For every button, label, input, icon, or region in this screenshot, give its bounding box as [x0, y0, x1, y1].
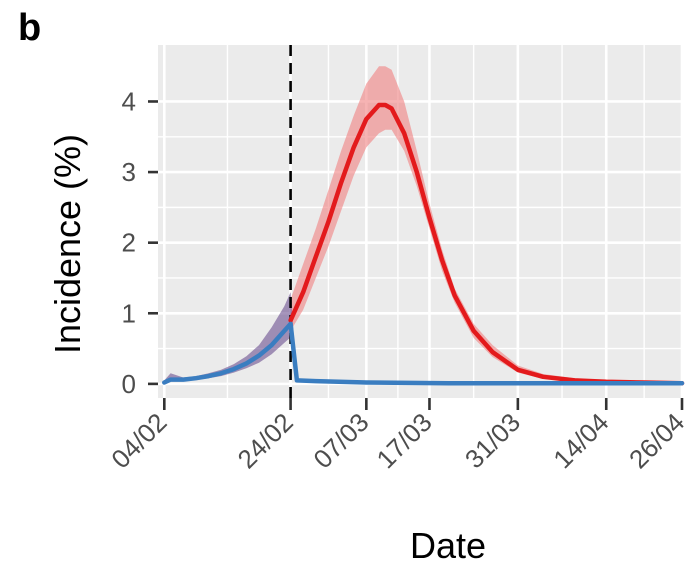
x-tick-label: 24/02 [232, 407, 299, 474]
y-tick-label: 4 [122, 86, 136, 116]
x-tick-label: 07/03 [307, 407, 374, 474]
panel-label: b [18, 7, 41, 49]
plot-background [158, 45, 682, 398]
x-tick-label: 31/03 [459, 407, 526, 474]
y-axis-title: Incidence (%) [47, 134, 88, 354]
plot-panel [158, 45, 682, 398]
x-tick-label: 17/03 [370, 407, 437, 474]
y-tick-label: 0 [122, 369, 136, 399]
series-line [288, 102, 685, 386]
y-tick-label: 3 [122, 157, 136, 187]
series-line [162, 321, 685, 386]
series-lines [162, 102, 685, 386]
y-tick-label: 1 [122, 298, 136, 328]
x-axis-title: Date [410, 525, 486, 566]
x-tick-label: 26/04 [623, 407, 690, 474]
x-tick-label: 04/02 [105, 407, 172, 474]
x-tick-label: 14/04 [547, 407, 614, 474]
y-tick-label: 2 [122, 228, 136, 258]
y-axis: 0 1 2 3 4 [122, 86, 158, 399]
